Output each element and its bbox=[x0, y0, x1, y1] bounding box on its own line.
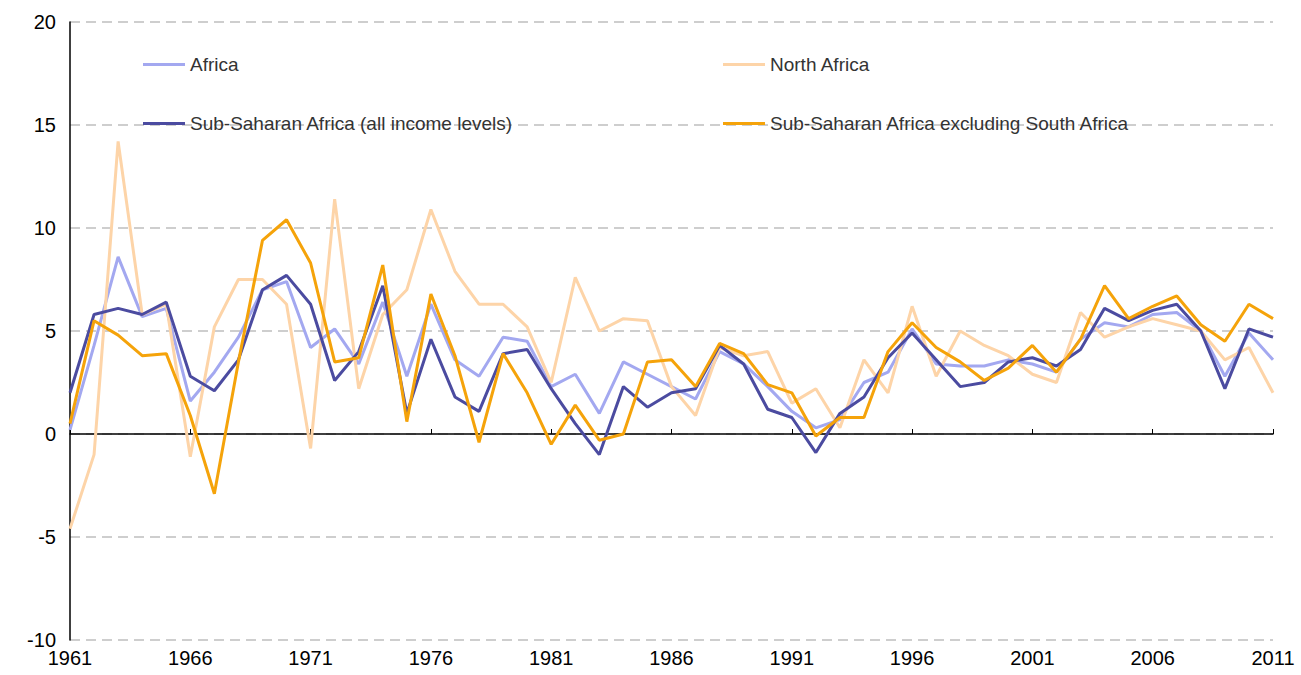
svg-text:20: 20 bbox=[34, 11, 56, 33]
svg-text:2011: 2011 bbox=[1251, 647, 1294, 669]
svg-text:1996: 1996 bbox=[890, 647, 935, 669]
svg-text:0: 0 bbox=[45, 423, 56, 445]
svg-text:1961: 1961 bbox=[48, 647, 93, 669]
svg-text:-5: -5 bbox=[38, 526, 56, 548]
svg-text:1971: 1971 bbox=[288, 647, 333, 669]
svg-text:Africa: Africa bbox=[190, 54, 239, 75]
svg-text:2001: 2001 bbox=[1010, 647, 1055, 669]
svg-text:1981: 1981 bbox=[529, 647, 574, 669]
svg-text:North Africa: North Africa bbox=[770, 54, 870, 75]
svg-text:Sub-Saharan Africa (all income: Sub-Saharan Africa (all income levels) bbox=[190, 113, 512, 134]
svg-text:1966: 1966 bbox=[168, 647, 213, 669]
svg-text:Sub-Saharan Africa excluding S: Sub-Saharan Africa excluding South Afric… bbox=[770, 113, 1128, 134]
svg-text:1986: 1986 bbox=[649, 647, 694, 669]
svg-text:1976: 1976 bbox=[409, 647, 454, 669]
svg-text:15: 15 bbox=[34, 114, 56, 136]
svg-text:10: 10 bbox=[34, 217, 56, 239]
svg-text:5: 5 bbox=[45, 320, 56, 342]
svg-text:-10: -10 bbox=[27, 629, 56, 651]
svg-text:2006: 2006 bbox=[1130, 647, 1175, 669]
svg-text:1991: 1991 bbox=[770, 647, 815, 669]
